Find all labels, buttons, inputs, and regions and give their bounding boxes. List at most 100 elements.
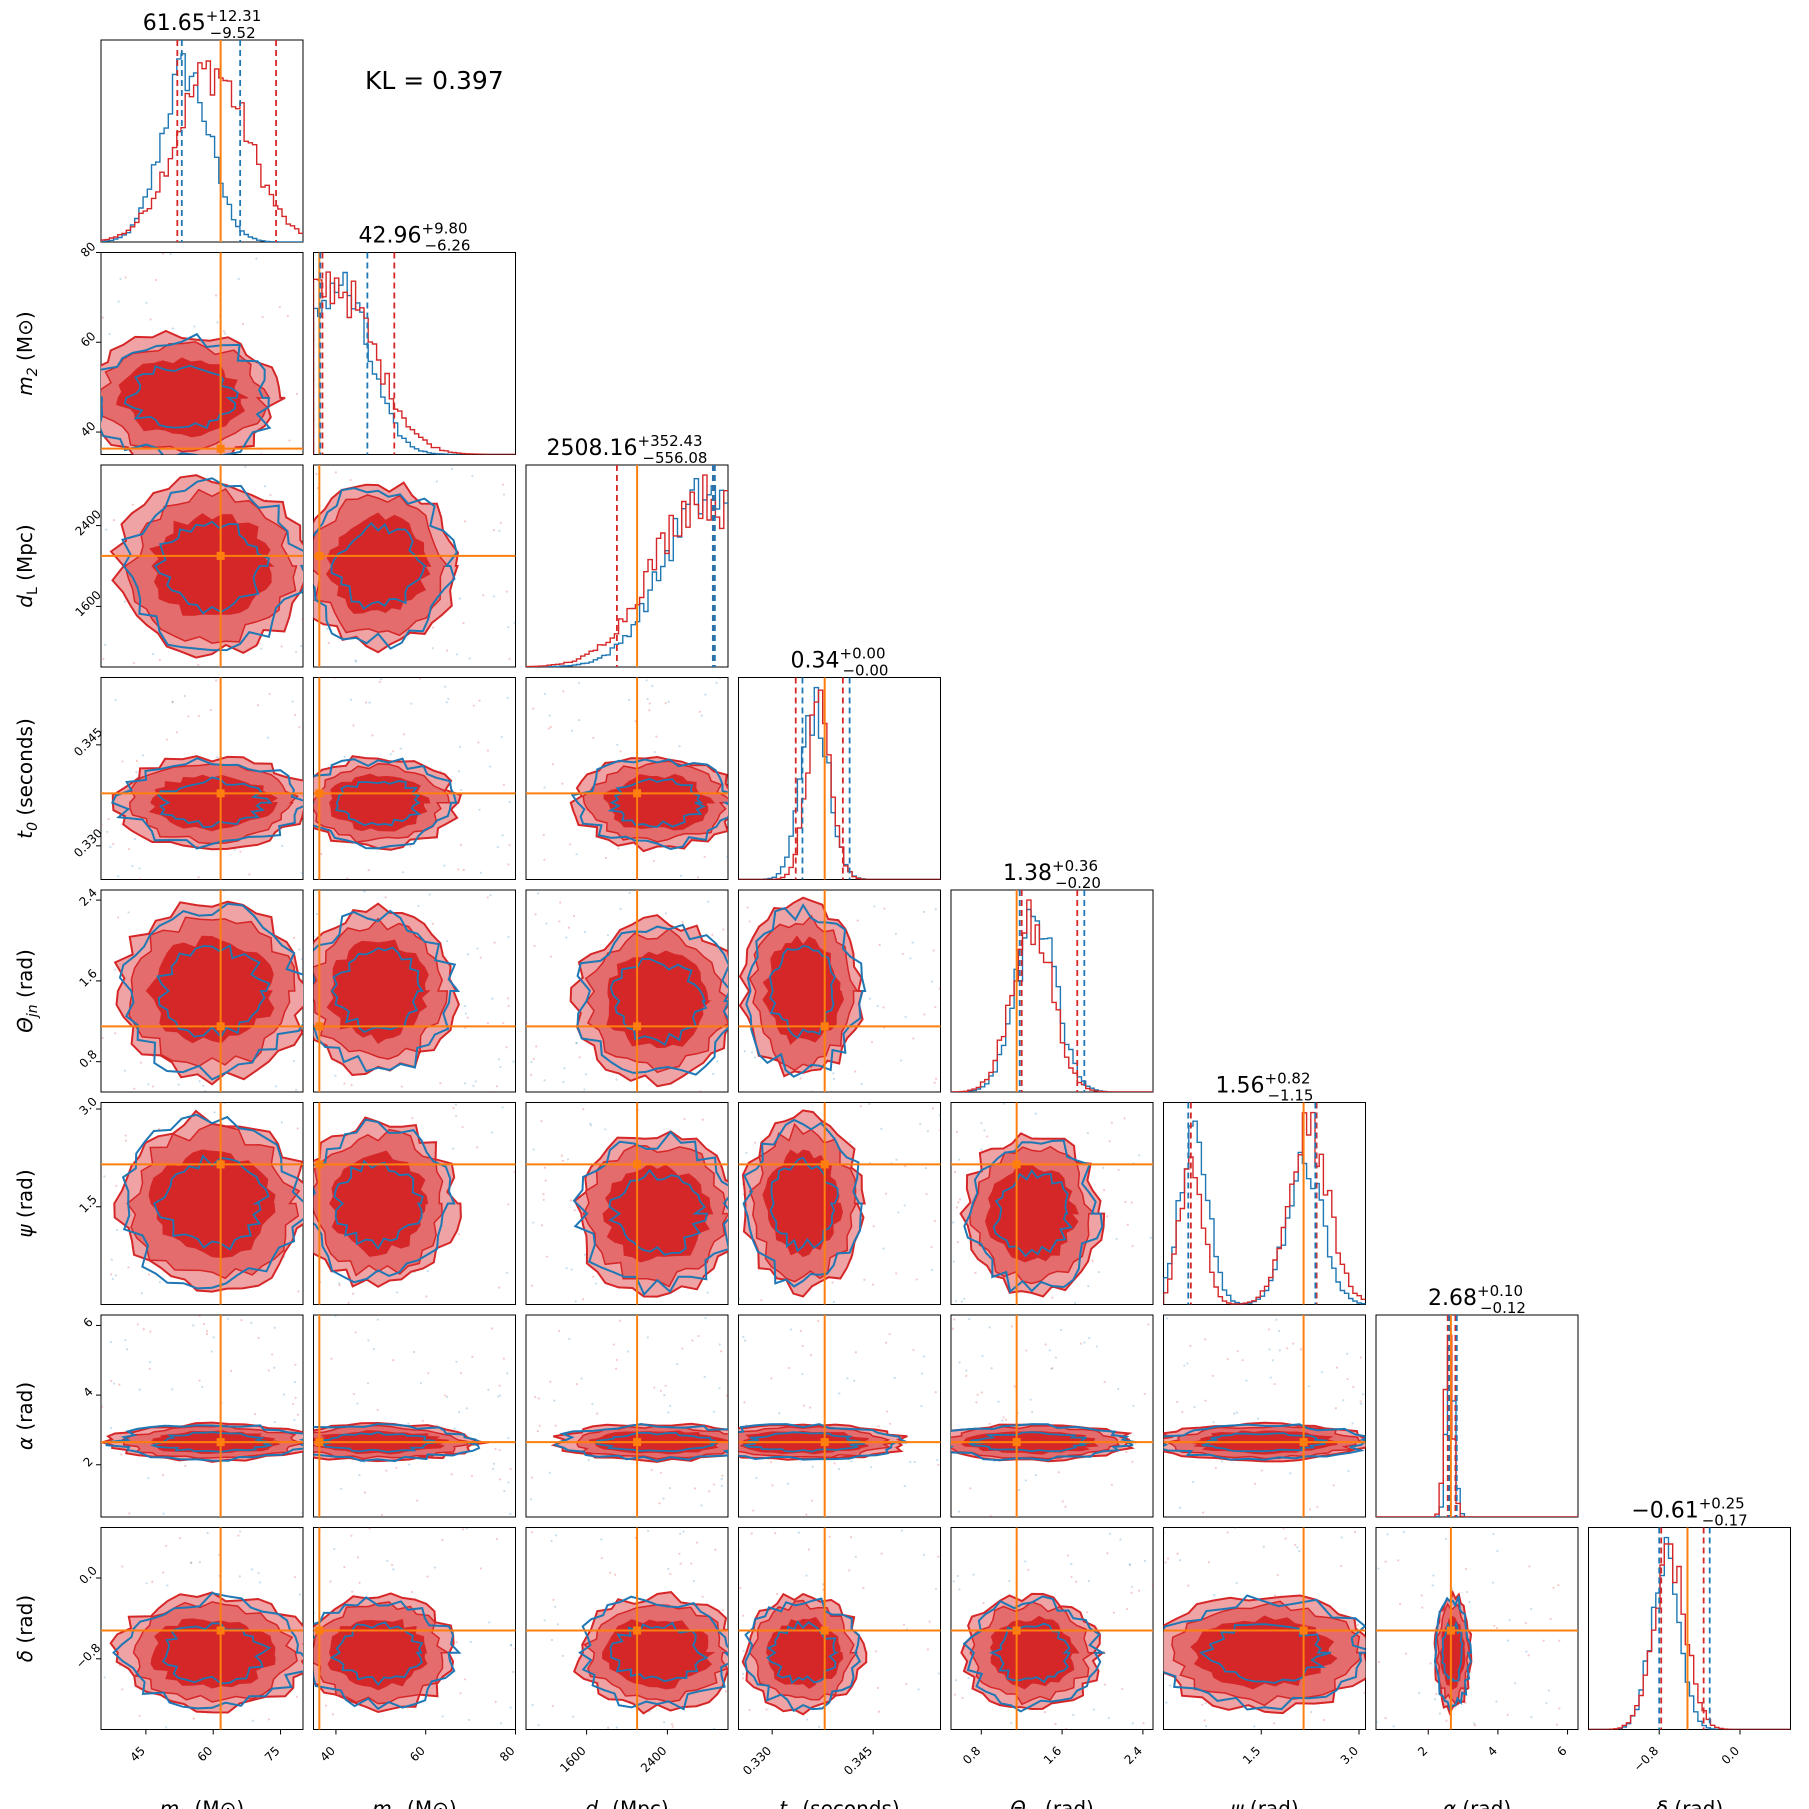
sample-point (494, 1700, 497, 1704)
sample-point (846, 1377, 849, 1380)
sample-point (765, 1708, 768, 1711)
sample-point (1110, 1121, 1113, 1124)
sample-point (514, 1115, 516, 1118)
sample-point (513, 1647, 516, 1650)
sample-point (101, 316, 104, 319)
sample-point (1557, 1584, 1560, 1587)
sample-point (1112, 1611, 1115, 1614)
sample-point (988, 1326, 991, 1329)
contour-series-b-outer (112, 1592, 303, 1710)
sample-point (320, 852, 323, 855)
sample-point (626, 1350, 630, 1353)
sample-point (103, 1175, 106, 1178)
sample-point (256, 704, 260, 707)
sample-point (1002, 1416, 1005, 1419)
sample-point (549, 1380, 552, 1383)
x-tick-label: 1.5 (1240, 1744, 1263, 1767)
sample-point (615, 1367, 618, 1370)
sample-point (1125, 1607, 1129, 1611)
truth-marker (216, 1022, 225, 1031)
sample-point (408, 1463, 411, 1466)
sample-point (955, 1206, 959, 1209)
sample-point (648, 709, 651, 712)
sample-point (493, 595, 496, 598)
sample-point (917, 1688, 920, 1691)
sample-point (725, 1394, 728, 1397)
sample-point (251, 1719, 254, 1722)
sample-point (258, 642, 261, 645)
contour-series-b-inner (608, 1168, 709, 1256)
sample-point (1420, 1594, 1423, 1597)
sample-point (720, 1477, 723, 1481)
sample-point (582, 1108, 585, 1111)
sample-point (530, 1060, 533, 1064)
sample-point (899, 1059, 903, 1062)
sample-point (873, 905, 876, 908)
sample-point (1130, 1591, 1133, 1594)
sample-point (352, 1292, 355, 1295)
sample-point (1165, 1317, 1169, 1320)
sample-point (1427, 1728, 1430, 1730)
sample-point (862, 1586, 865, 1590)
sample-point (189, 1561, 193, 1564)
sample-point (426, 1269, 429, 1272)
sample-point (1025, 1349, 1028, 1352)
sample-point (1201, 1511, 1205, 1514)
sample-point (653, 751, 656, 754)
sample-point (953, 1318, 956, 1321)
x-tick-label: 75 (262, 1744, 283, 1765)
truth-marker (315, 551, 324, 560)
sample-point (392, 1568, 395, 1571)
sample-point (1335, 1366, 1339, 1369)
y-tick-label: 0.8 (76, 1047, 99, 1070)
panel-frame (100, 1314, 304, 1518)
truth-marker (315, 1626, 324, 1635)
sample-point (467, 953, 470, 956)
sample-point (1284, 1537, 1287, 1540)
sample-point (399, 747, 402, 750)
sample-point (989, 1515, 992, 1517)
x-tick-label: 60 (195, 1744, 216, 1765)
sample-point (655, 735, 658, 738)
sample-point (1289, 1472, 1292, 1475)
sample-point (920, 1372, 924, 1375)
truth-marker (820, 1438, 829, 1447)
sample-point (102, 657, 105, 660)
sample-point (493, 941, 496, 944)
sample-point (821, 1583, 825, 1586)
sample-point (354, 1331, 357, 1334)
sample-point (261, 316, 264, 319)
sample-point (327, 641, 330, 645)
sample-point (1473, 1722, 1476, 1725)
sample-point (922, 1355, 926, 1358)
sample-point (356, 1402, 359, 1405)
panel-hist-t0: 0.34+0.00 −0.00 (738, 645, 941, 880)
sample-point (1528, 1565, 1531, 1568)
contour-series-b-outer (313, 909, 461, 1073)
panel-alpha-delta (1375, 1527, 1579, 1730)
sample-point (505, 1046, 508, 1049)
sample-point (1117, 1387, 1120, 1391)
sample-point (444, 685, 447, 688)
sample-point (559, 901, 562, 904)
sample-point (490, 1327, 494, 1330)
sample-point (295, 1695, 298, 1698)
histogram-series-b (313, 271, 516, 455)
sample-point (446, 649, 449, 652)
sample-point (293, 1576, 296, 1579)
sample-point (385, 1469, 388, 1472)
sample-point (1351, 1422, 1354, 1425)
sample-point (1061, 1500, 1064, 1503)
panel-hist-delta: −0.61+0.25 −0.17 (1588, 1495, 1791, 1730)
sample-point (716, 1060, 719, 1063)
sample-point (695, 1541, 699, 1544)
sample-point (292, 1402, 295, 1405)
sample-point (1376, 1720, 1378, 1724)
sample-point (714, 1548, 717, 1551)
sample-point (205, 1332, 209, 1335)
y-tick-label: 40 (78, 419, 99, 440)
sample-point (558, 1329, 561, 1333)
sample-point (184, 1464, 187, 1467)
sample-point (205, 1330, 209, 1333)
sample-point (1108, 1140, 1111, 1143)
